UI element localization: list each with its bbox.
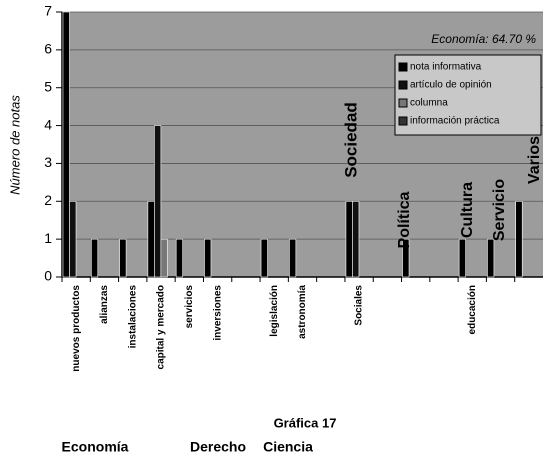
annotation: Cultura [459,182,476,238]
legend-swatch [398,98,408,108]
x-tick-label: capital y mercado [156,285,167,369]
annotation: Política [396,191,413,248]
y-tick-label: 6 [44,41,52,57]
bar [175,238,183,278]
x-tick-label: servicios [184,285,195,329]
bar [160,238,168,278]
group-label: Derecho [190,439,246,455]
bar [260,238,268,278]
annotation: Varios [526,136,543,184]
bar [515,200,523,278]
legend-label: nota informativa [410,62,482,73]
y-tick-label: 5 [44,78,52,94]
y-axis-label: Número de notas [7,95,22,195]
group-label: Economía [62,439,129,455]
group-label: Ciencia [263,439,313,455]
annotation: Economía: 64.70 % [431,32,536,46]
x-tick-label: instalaciones [127,285,138,349]
caption: Gráfica 17 [274,415,337,430]
bar [345,200,353,278]
legend-label: artículo de opinión [410,80,492,91]
x-tick-label: educación [467,285,478,334]
bar [147,200,155,278]
x-tick-label: Sociales [354,285,365,326]
legend-swatch [398,62,408,72]
y-tick-label: 1 [44,230,52,246]
legend-swatch [398,116,408,126]
bar [487,238,495,278]
bar [402,238,410,278]
y-tick-label: 4 [44,116,52,132]
x-tick-label: nuevos productos [71,285,82,372]
y-tick-label: 7 [44,3,52,19]
annotation: Servicio [491,179,508,241]
bar [204,238,212,278]
annotation: Sociedad [341,102,360,178]
x-tick-label: inversiones [212,285,223,341]
bar [154,125,162,278]
legend-label: información práctica [410,116,500,127]
y-tick-label: 0 [44,268,52,284]
y-tick-label: 2 [44,192,52,208]
x-tick-label: astronomía [297,285,308,339]
y-tick-label: 3 [44,154,52,170]
bar [458,238,466,278]
x-tick-label: legislación [269,285,280,337]
bar [62,11,70,278]
bar [289,238,297,278]
bar [119,238,127,278]
x-tick-label: alianzas [99,285,110,324]
legend-label: columna [410,98,448,109]
legend-box [394,54,542,136]
bar [90,238,99,278]
bar [352,200,360,278]
legend-swatch [398,80,408,90]
bar [69,200,77,278]
